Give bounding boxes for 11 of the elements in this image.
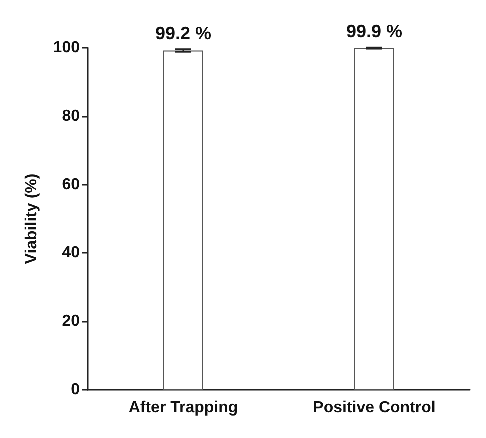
x-tick-label: After Trapping	[128, 400, 238, 416]
y-tick-label: 60	[62, 176, 80, 194]
y-tick-label: 80	[62, 108, 80, 125]
data-label: 99.2 %	[155, 24, 212, 44]
y-tick-label: 40	[62, 244, 80, 262]
y-axis-title: Viability (%)	[24, 174, 40, 264]
y-tick-label: 0	[71, 382, 80, 398]
x-tick-label: Positive Control	[313, 400, 436, 416]
data-label: 99.9 %	[346, 21, 403, 42]
y-tick-label: 100	[53, 40, 80, 56]
y-tick-label: 20	[62, 313, 80, 330]
